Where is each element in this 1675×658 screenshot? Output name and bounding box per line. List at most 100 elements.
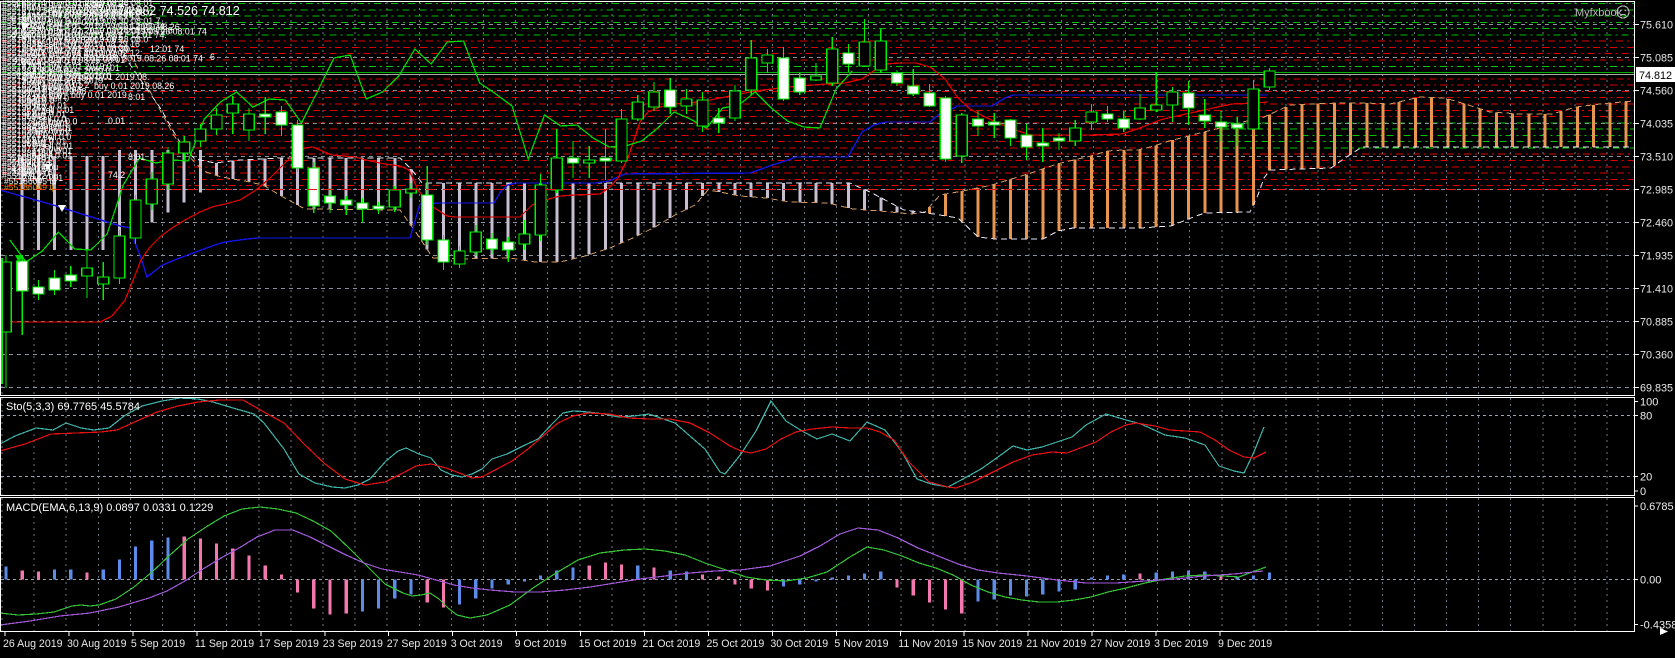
svg-text:#55186049 sell 0.01: #55186049 sell 0.01 — [2, 84, 81, 94]
svg-text:#55189040: #55189040 — [2, 98, 46, 108]
svg-text:#55185974 buy 0.01 2019.08.26: #55185974 buy 0.01 2019.08.26 08:01 74.8 — [2, 25, 173, 35]
svg-text:buy 0.01: buy 0.01 — [91, 0, 125, 9]
svg-text:7 sell 0.01: 7 sell 0.01 — [34, 105, 74, 115]
svg-text:72.460: 72.460 — [1640, 217, 1673, 229]
svg-text:#55187122 buy: #55187122 buy — [2, 144, 63, 154]
svg-text:27 Sep 2019: 27 Sep 2019 — [387, 638, 447, 650]
svg-text:#55189040 buy 0.01 2019.08.30: #55189040 buy 0.01 2019.08.30 08:01 7 — [2, 16, 161, 26]
svg-text:0 buy 0.01: 0 buy 0.01 — [10, 155, 51, 165]
svg-text:#55186049 sell 0.01 2019.08.27: #55186049 sell 0.01 2019.08.27 1 — [2, 3, 135, 13]
svg-text:#55189040 buy 0.01 2019.0: #55189040 buy 0.01 2019.0 — [2, 71, 112, 81]
svg-text:25 Oct 2019: 25 Oct 2019 — [707, 638, 765, 650]
svg-text:15 Nov 2019: 15 Nov 2019 — [962, 638, 1022, 650]
svg-text:#55187122 buy 0.01 2019.0: #55187122 buy 0.01 2019.0 — [2, 62, 112, 72]
svg-text:2 buy 0.01: 2 buy 0.01 — [28, 119, 69, 129]
svg-text:7 sell 0.01 2019.09.02 12:0: 7 sell 0.01 2019.09.02 12:0 — [19, 50, 125, 60]
svg-text:71.410: 71.410 — [1640, 284, 1673, 296]
svg-text:0.00: 0.00 — [1640, 575, 1661, 587]
svg-text:8:01: 8:01 — [128, 92, 145, 102]
svg-text:75.610: 75.610 — [1640, 19, 1673, 31]
svg-text:72.985: 72.985 — [1640, 184, 1673, 196]
svg-text:12:01 74: 12:01 74 — [150, 44, 184, 54]
svg-text:5 Nov 2019: 5 Nov 2019 — [834, 638, 888, 650]
svg-text:#55188316 sell 0: #55188316 sell 0 — [2, 94, 69, 104]
svg-text:#55190217 sell 0.01 2019.09.02: #55190217 sell 0.01 2019.09.02 12:01 74 — [2, 21, 165, 31]
svg-text:#55187122 buy: #55187122 buy — [2, 89, 63, 99]
svg-text:4 buy 0.01 2: 4 buy 0.01 2 — [35, 82, 84, 92]
svg-text:71.935: 71.935 — [1640, 250, 1673, 262]
svg-text:6 sell 0.01: 6 sell 0.01 — [32, 123, 72, 133]
svg-text:7 sell 0.0: 7 sell 0.0 — [15, 160, 50, 170]
svg-text:9 sell 0.01 2019.08.27 12:0: 9 sell 0.01 2019.08.27 12:0 — [36, 5, 142, 15]
svg-text:2 buy 0.01: 2 buy 0.01 — [26, 91, 67, 101]
svg-text:0 buy 0.01 2019: 0 buy 0.01 2019 — [23, 73, 86, 83]
svg-text:#55185974 b: #55185974 b — [2, 135, 53, 145]
svg-text:#55185974 buy 0.01 2019.08.: #55185974 buy 0.01 2019.08. — [2, 53, 119, 63]
svg-text:#55185974 buy 0.01 2: #55185974 buy 0.01 2 — [2, 80, 90, 90]
svg-text:3 Dec 2019: 3 Dec 2019 — [1154, 638, 1208, 650]
svg-text:30 Oct 2019: 30 Oct 2019 — [770, 638, 828, 650]
svg-text:0 buy 0.01: 0 buy 0.01 — [28, 128, 69, 138]
svg-text:11 Sep 2019: 11 Sep 2019 — [195, 638, 254, 650]
svg-text:buy 0.01 2019: buy 0.01 2019 — [71, 90, 127, 100]
svg-text:#55186045 tp: #55186045 tp — [4, 176, 57, 186]
svg-text:4 buy 0.01: 4 buy 0.01 — [25, 137, 66, 147]
svg-text:buy 0.01 2: buy 0.01 2 — [65, 17, 106, 27]
svg-text:buy 0.01 20: buy 0.01 20 — [84, 45, 130, 55]
svg-text:6: 6 — [210, 52, 215, 62]
svg-text:buy 0.01: buy 0.01 — [86, 63, 120, 73]
svg-text:2 buy 0.01 2019.08.28 08:01: 2 buy 0.01 2019.08.28 08:01 — [21, 9, 133, 19]
svg-text:#55186049: #55186049 — [2, 139, 46, 149]
svg-text:7 sell 0.01 20: 7 sell 0.01 20 — [21, 78, 73, 88]
svg-text:6 sell 0.01 2019.: 6 sell 0.01 2019. — [16, 68, 81, 78]
svg-text:#55188316 s: #55188316 s — [2, 148, 53, 158]
svg-text:21 Oct 2019: 21 Oct 2019 — [643, 638, 701, 650]
svg-text:0: 0 — [1640, 486, 1646, 498]
svg-text:#55185974 b: #55185974 b — [2, 107, 53, 117]
svg-text:#55190217 sell 0.01 2019.09.02: #55190217 sell 0.01 2019.09.02 12: — [2, 48, 142, 58]
svg-text:2 buy 0.01: 2 buy 0.01 — [31, 146, 72, 156]
svg-text:9 sell 0.01 2019.08.27 12:01: 9 sell 0.01 2019.08.27 12:01 — [11, 32, 122, 42]
svg-text:#55185974 bu: #55185974 bu — [2, 162, 58, 172]
svg-text:74.035: 74.035 — [1640, 118, 1673, 130]
svg-text:2 buy 0.01: 2 buy 0.01 — [22, 37, 63, 47]
svg-text:#55186049 s: #55186049 s — [2, 166, 53, 176]
svg-text:0.01: 0.01 — [108, 116, 125, 126]
svg-text:#55185974 buy 0.01 2019.08.26: #55185974 buy 0.01 2019.08.26 08:01 — [2, 0, 153, 8]
svg-text:0 buy 0.01 201: 0 buy 0.01 201 — [23, 46, 81, 56]
svg-text:74.882 74.526 74.812: 74.882 74.526 74.812 — [118, 4, 240, 18]
svg-text:69.835: 69.835 — [1640, 383, 1673, 395]
svg-text:9 sell 0.01: 9 sell 0.01 — [33, 141, 73, 151]
svg-text:73.510: 73.510 — [1640, 151, 1673, 163]
svg-text:buy 0.01: buy 0.01 — [64, 36, 98, 46]
svg-text:buy 0.01 2019.08.: buy 0.01 2019.08. — [79, 72, 149, 82]
svg-text:3 Oct 2019: 3 Oct 2019 — [451, 638, 503, 650]
svg-text:15 Oct 2019: 15 Oct 2019 — [579, 638, 637, 650]
svg-text:0 buy 0.01: 0 buy 0.01 — [26, 100, 67, 110]
svg-text:buy 0.01 2019.08.26 08:01 74: buy 0.01 2019.08.26 08:01 74 — [86, 54, 203, 64]
svg-text:9 sell 0.01 2019.08: 9 sell 0.01 2019.08 — [12, 87, 86, 97]
svg-text:#55188316 sell 0.01 2019.08.29: #55188316 sell 0.01 2019.08.29 16: — [2, 12, 142, 22]
svg-text:9 sell 0.01: 9 sell 0.01 — [21, 59, 61, 69]
svg-text:#55187122 buy 0.0: #55187122 buy 0.0 — [2, 116, 77, 126]
svg-text:#55188316 sell: #55188316 sell — [2, 121, 62, 131]
svg-text:26 Aug 2019: 26 Aug 2019 — [3, 638, 63, 650]
svg-text:5 Sep 2019: 5 Sep 2019 — [131, 638, 185, 650]
svg-text:0.6785: 0.6785 — [1640, 501, 1674, 513]
svg-text:8:01: 8:01 — [128, 152, 145, 162]
svg-text:6 sell 0.01 20: 6 sell 0.01 20 — [37, 41, 89, 51]
svg-text:Sto(5,3,3) 69.7765 45.5784: Sto(5,3,3) 69.7765 45.5784 — [6, 401, 140, 413]
svg-text:9 Dec 2019: 9 Dec 2019 — [1218, 638, 1272, 650]
svg-text:#55188316 sell 0.01 2019.0: #55188316 sell 0.01 2019.0 — [2, 66, 111, 76]
svg-text:20: 20 — [1640, 472, 1652, 484]
svg-text:#55189040 buy 0.01 2019.08.30: #55189040 buy 0.01 2019.08.30 — [2, 44, 129, 54]
svg-text:4 buy 0.01: 4 buy 0.01 — [11, 164, 52, 174]
svg-text:#55190217 s: #55190217 s — [2, 103, 53, 113]
svg-text:9 sell 0.0: 9 sell 0.0 — [14, 169, 49, 179]
svg-text:#55188316 sell 0.01 2019.08.29: #55188316 sell 0.01 2019.08.29 16 — [2, 39, 140, 49]
svg-text:#55189040 b: #55189040 b — [2, 153, 53, 163]
svg-text:7 sell 0.01: 7 sell 0.01 — [23, 23, 63, 33]
svg-text:74.560: 74.560 — [1640, 85, 1673, 97]
svg-text:27 Nov 2019: 27 Nov 2019 — [1090, 638, 1150, 650]
svg-text:#55190217 sell 0.01 2019: #55190217 sell 0.01 2019 — [2, 75, 103, 85]
